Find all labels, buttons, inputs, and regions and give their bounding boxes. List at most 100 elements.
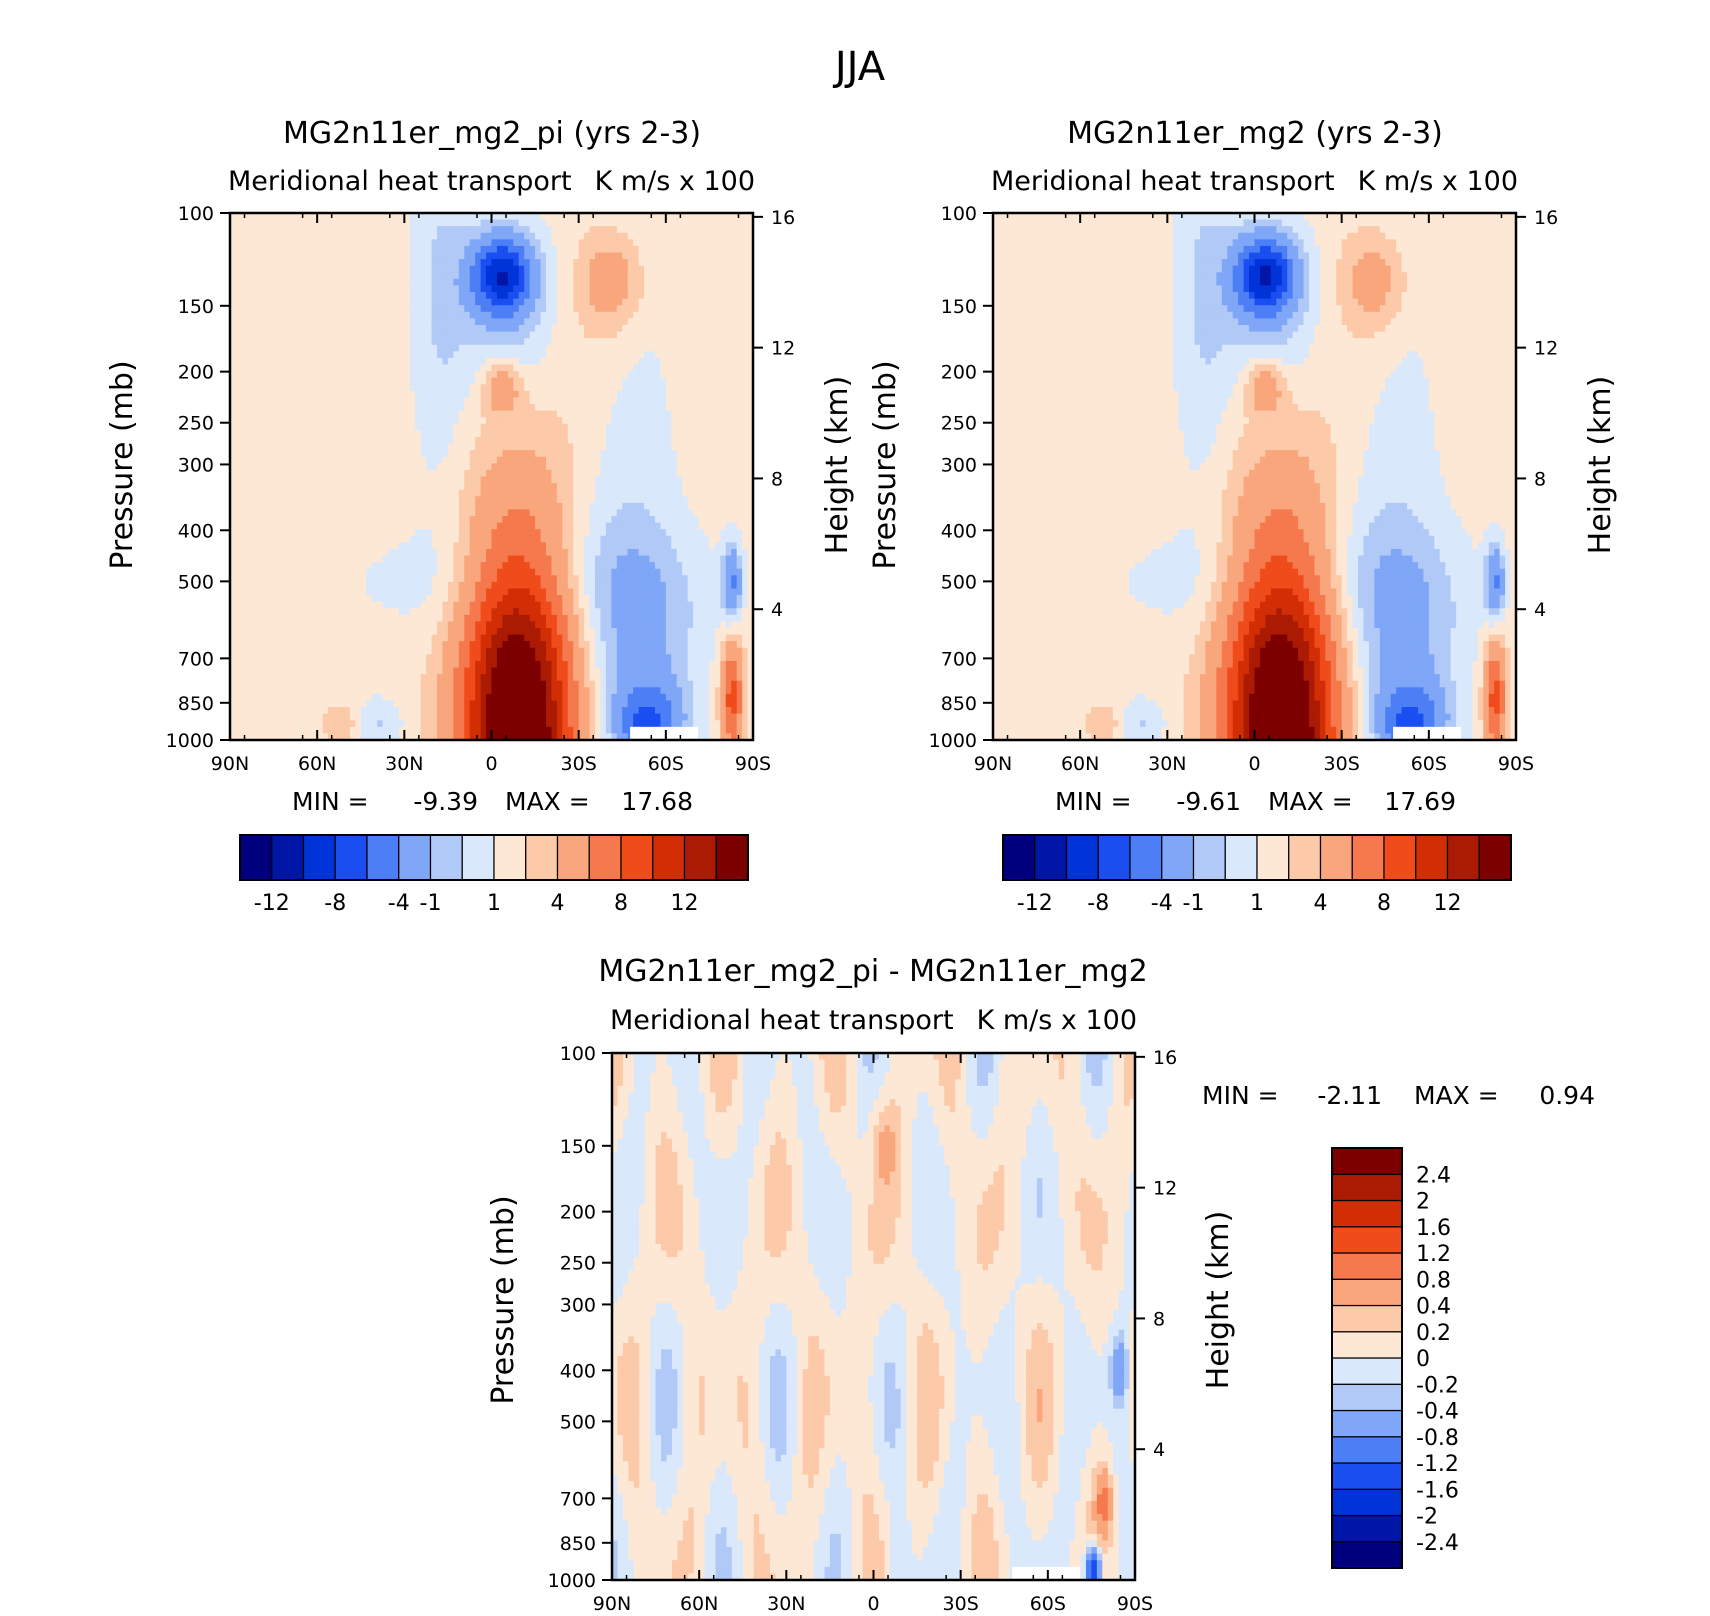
contour-cell	[382, 509, 389, 517]
contour-cell	[230, 245, 237, 254]
contour-cell	[540, 265, 547, 273]
contour-cell	[687, 226, 694, 234]
contour-cell	[742, 423, 749, 431]
contour-cell	[398, 245, 405, 254]
contour-cell	[437, 344, 444, 352]
contour-cell	[426, 456, 433, 464]
contour-cell	[644, 417, 651, 425]
contour-cell	[366, 496, 373, 504]
contour-cell	[736, 252, 743, 260]
contour-cell	[584, 423, 591, 431]
contour-cell	[714, 285, 721, 293]
contour-cell	[300, 522, 307, 530]
contour-cell	[480, 226, 487, 234]
contour-cell	[453, 252, 460, 260]
contour-cell	[589, 502, 596, 511]
contour-cell	[736, 522, 743, 530]
contour-cell	[284, 483, 291, 491]
contour-cell	[693, 430, 700, 438]
contour-cell	[377, 338, 384, 346]
contour-cell	[720, 318, 727, 326]
contour-cell	[387, 529, 395, 537]
contour-cell	[333, 226, 340, 234]
contour-cell	[262, 542, 269, 550]
contour-cell	[404, 371, 411, 379]
contour-cell	[703, 522, 711, 530]
contour-cell	[475, 496, 482, 504]
contour-cell	[595, 331, 602, 339]
contour-cell	[289, 548, 296, 557]
contour-cell	[660, 404, 667, 412]
contour-cell	[437, 529, 444, 537]
contour-cell	[366, 483, 373, 491]
contour-cell	[660, 226, 667, 234]
contour-cell	[355, 502, 362, 511]
contour-cell	[295, 305, 302, 313]
contour-cell	[671, 232, 678, 240]
contour-cell	[682, 239, 689, 247]
contour-cell	[616, 324, 623, 333]
contour-cell	[616, 522, 623, 530]
contour-cell	[328, 324, 335, 333]
contour-cell	[513, 298, 520, 306]
contour-cell	[447, 529, 454, 537]
contour-cell	[311, 219, 318, 227]
contour-cell	[251, 496, 258, 504]
contour-cell	[529, 535, 536, 543]
contour-cell	[540, 410, 547, 418]
contour-cell	[676, 292, 683, 300]
contour-cell	[371, 397, 378, 405]
contour-cell	[382, 483, 389, 491]
contour-cell	[551, 535, 558, 543]
contour-cell	[328, 496, 335, 504]
contour-cell	[360, 324, 367, 333]
contour-cell	[529, 351, 536, 359]
contour-cell	[600, 502, 607, 511]
contour-cell	[344, 430, 351, 438]
contour-cell	[317, 430, 324, 438]
contour-cell	[426, 226, 433, 234]
contour-cell	[437, 410, 444, 418]
contour-cell	[322, 483, 329, 491]
contour-cell	[589, 417, 596, 425]
contour-cell	[551, 443, 558, 451]
contour-cell	[616, 450, 623, 458]
contour-cell	[600, 489, 607, 497]
contour-cell	[693, 371, 700, 379]
contour-cell	[573, 516, 580, 524]
contour-cell	[240, 483, 247, 491]
contour-cell	[638, 305, 645, 313]
contour-cell	[595, 384, 602, 392]
contour-cell	[235, 298, 242, 306]
contour-cell	[284, 219, 291, 227]
contour-cell	[502, 377, 509, 385]
contour-cell	[605, 548, 612, 557]
contour-cell	[731, 331, 738, 339]
contour-cell	[633, 364, 640, 372]
contour-cell	[649, 219, 656, 227]
contour-cell	[344, 436, 351, 445]
contour-cell	[300, 278, 307, 287]
contour-cell	[627, 285, 634, 293]
panel-title: MG2n11er_mg2_pi (yrs 2-3)	[283, 116, 701, 151]
contour-cell	[431, 509, 438, 517]
contour-cell	[703, 331, 711, 339]
contour-cell	[344, 502, 351, 511]
contour-cell	[262, 344, 269, 352]
contour-cell	[676, 404, 683, 412]
contour-cell	[262, 436, 269, 445]
contour-cell	[453, 278, 460, 287]
contour-cell	[600, 272, 607, 280]
contour-cell	[535, 232, 542, 240]
contour-cell	[720, 404, 727, 412]
contour-cell	[578, 377, 585, 385]
contour-cell	[382, 404, 389, 412]
contour-cell	[665, 344, 672, 352]
contour-cell	[513, 436, 520, 445]
contour-cell	[475, 436, 482, 445]
contour-cell	[409, 450, 416, 458]
contour-cell	[644, 390, 651, 399]
contour-cell	[616, 443, 623, 451]
contour-cell	[344, 259, 351, 267]
contour-cell	[377, 272, 384, 280]
